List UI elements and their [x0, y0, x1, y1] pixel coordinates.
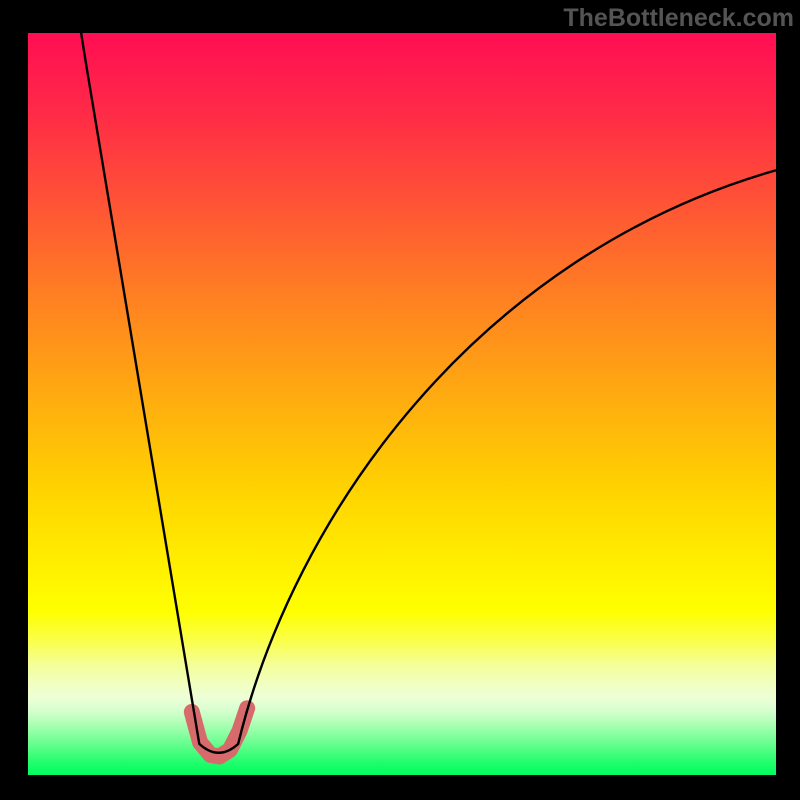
bottleneck-curve: [81, 33, 776, 753]
curve-minimum-highlight: [192, 708, 247, 756]
watermark-text: TheBottleneck.com: [563, 4, 794, 33]
curve-svg: [28, 33, 776, 775]
plot-area: [28, 33, 776, 775]
chart-canvas: TheBottleneck.com: [0, 0, 800, 800]
